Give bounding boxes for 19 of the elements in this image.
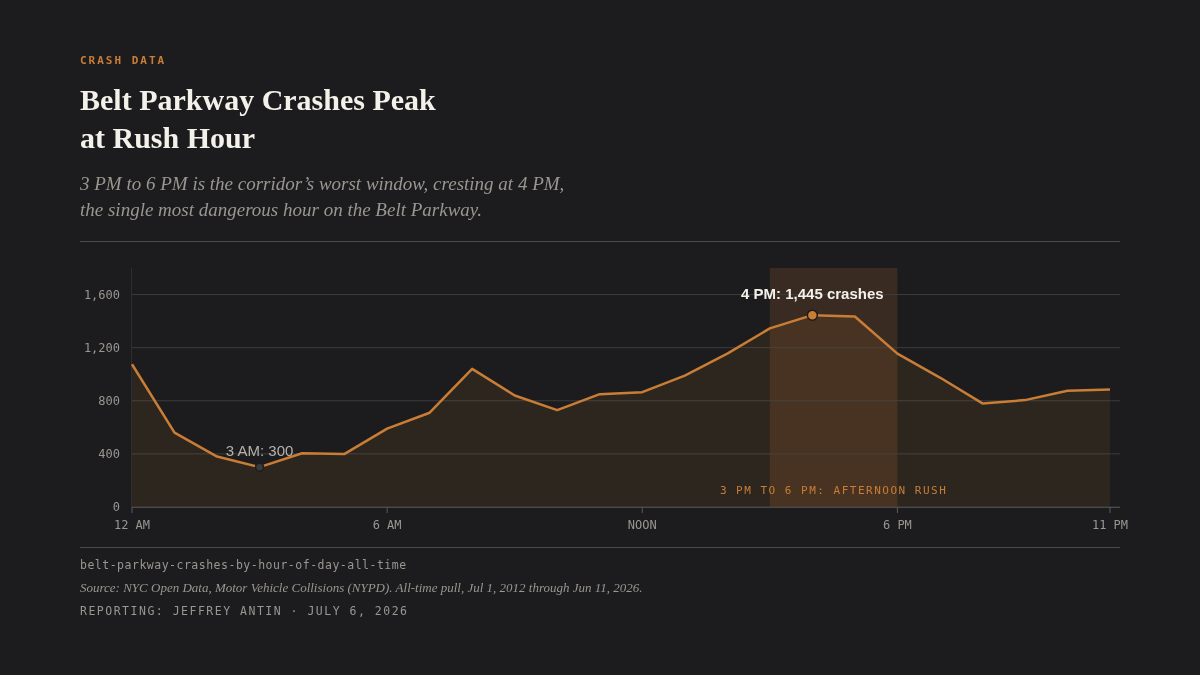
x-tick-label: 11 PM	[1091, 518, 1129, 532]
x-tick-label: NOON	[627, 518, 657, 532]
y-tick-label: 1,600	[83, 287, 120, 302]
y-tick-label: 0	[112, 500, 120, 514]
text: belt-parkway-crashes-by-hour-of-day-all-time	[80, 558, 407, 572]
annotation: 4 PM: 1,445 crashes	[741, 285, 884, 303]
text: REPORTING: JEFFREY ANTIN · JULY 6, 2026	[80, 604, 409, 618]
source-note: Source: NYC Open Data, Motor Vehicle Collisions (NYPD). All-time pull, Jul 1, 2012 through Jun 11, 2026.	[80, 580, 643, 595]
x-tick-label: 6 PM	[882, 518, 912, 532]
chart-subtitle: 3 PM to 6 PM is the corridor’s worst window, cresting at 4 PM, the single most dangerous hour on the Belt Parkway.	[79, 173, 565, 220]
annotation: 3 PM TO 6 PM: AFTERNOON RUSH	[719, 484, 948, 497]
x-tick-label: 12 AM	[113, 518, 151, 532]
y-tick-label: 400	[98, 446, 120, 461]
y-tick-label: 1,200	[83, 340, 120, 355]
text: CRASH DATA	[80, 54, 167, 67]
annotation: 3 AM: 300	[225, 442, 294, 460]
chart-title: Belt Parkway Crashes Peak at Rush Hour	[80, 83, 437, 154]
y-tick-label: 800	[98, 393, 120, 408]
x-tick-label: 6 AM	[372, 518, 402, 532]
